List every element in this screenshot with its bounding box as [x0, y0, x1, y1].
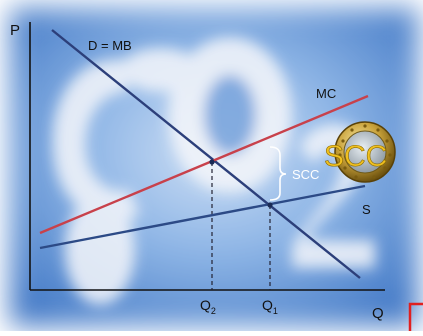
- q2-label: Q2: [200, 297, 216, 316]
- mc-curve: [39, 94, 369, 235]
- coin-icon: [334, 121, 396, 183]
- q1-label: Q1: [262, 297, 278, 316]
- y-axis-label: P: [10, 22, 20, 39]
- red-corner-mark: [408, 302, 423, 331]
- drop-lines: [211, 162, 271, 290]
- demand-curve: [51, 29, 361, 279]
- market-equilibrium-point: [267, 202, 273, 208]
- supply-label: S: [362, 202, 371, 217]
- demand-label: D = MB: [88, 38, 132, 53]
- scc-brace: [269, 146, 287, 201]
- scc-brace-label: SCC: [292, 167, 319, 182]
- coin-label: SCC: [324, 140, 387, 173]
- cloud-co2-shapes: [52, 37, 375, 305]
- mc-label: MC: [316, 86, 336, 101]
- social-equilibrium-point: [209, 159, 215, 165]
- x-axis-label: Q: [372, 305, 384, 322]
- supply-curve: [39, 184, 366, 250]
- axes: [29, 22, 385, 291]
